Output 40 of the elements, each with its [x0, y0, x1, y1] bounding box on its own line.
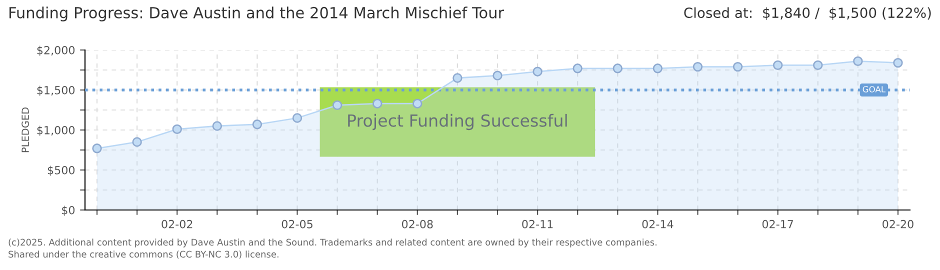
- point: [412, 98, 422, 108]
- y-tick-label: $1,500: [37, 86, 75, 96]
- point: [92, 144, 102, 154]
- y-tick-label: $2,000: [37, 46, 75, 56]
- annotation: Project Funding Successful: [348, 114, 567, 130]
- point: [372, 98, 382, 108]
- point: [572, 64, 582, 74]
- point: [292, 113, 302, 123]
- point: [893, 58, 903, 68]
- point: [853, 56, 863, 66]
- x-tick-label: 02-14: [642, 220, 674, 228]
- point: [652, 64, 663, 74]
- point: [172, 124, 182, 134]
- point: [532, 66, 542, 76]
- point: [772, 60, 783, 70]
- point: [332, 100, 342, 110]
- point: [612, 64, 623, 74]
- x-tick-label: 02-20: [882, 220, 914, 228]
- chart-subtitle: Closed at: $1,840 / $1,500 (122%): [684, 7, 931, 20]
- point: [212, 121, 222, 131]
- point: [252, 120, 262, 130]
- point: [132, 137, 142, 147]
- ref-line-label: GOAL: [862, 86, 886, 92]
- text: (c)2025. Additional content provided by Dave Austin and the Sound. Trademarks and related content are owned by their respective companies.: [8, 238, 656, 248]
- y-tick-label: $1,000: [37, 126, 75, 136]
- point: [813, 60, 823, 70]
- point: [452, 73, 462, 83]
- point: [492, 70, 502, 80]
- x-tick-label: 02-08: [402, 220, 433, 228]
- text: Shared under the creative commons (CC BY-NC 3.0) license.: [8, 250, 278, 259]
- x-tick-label: 02-02: [162, 220, 192, 228]
- point: [692, 62, 703, 72]
- x-tick-label: 02-17: [762, 220, 794, 228]
- chart-title: Funding Progress: Dave Austin and the 2014 March Mischief Tour: [10, 6, 504, 22]
- y-tick-label: $500: [48, 166, 75, 176]
- y-axis-title: PLEDGED: [22, 108, 29, 152]
- point: [732, 62, 743, 72]
- x-tick-label: 02-05: [282, 220, 312, 228]
- x-tick-label: 02-11: [522, 220, 553, 228]
- y-tick-label: $0: [62, 206, 75, 216]
